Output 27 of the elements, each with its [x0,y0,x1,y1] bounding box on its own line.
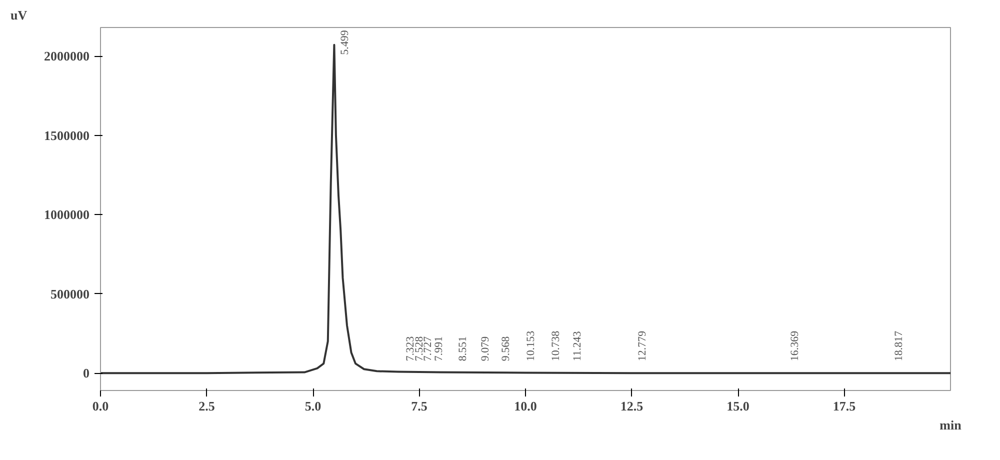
y-tick-label: 1500000 [44,128,90,143]
y-tick-label: 2000000 [44,48,90,64]
annotation: 5.499 [339,30,352,55]
x-tick-label: 7.5 [411,398,428,414]
x-tick-label: 10.0 [514,398,537,414]
annotation: 10.153 [525,330,538,362]
x-tick-label: 12.5 [620,398,644,414]
y-tick-label: 500000 [50,286,90,302]
annotation: 9.568 [500,336,512,362]
y-axis-title: uV [10,8,28,22]
annotation: 8.551 [456,336,469,362]
x-tick-label: 0.0 [92,398,109,414]
annotation: 16.369 [789,330,802,362]
x-tick-label: 15.0 [726,398,750,414]
annotation: 9.079 [479,336,492,362]
x-tick-label: 17.5 [832,398,856,414]
annotation: 7.727 [422,336,434,362]
annotation: 18.817 [893,330,906,362]
y-tick-label: 0 [83,366,90,381]
annotation: 11.243 [571,330,584,362]
x-axis-title: min [940,418,962,432]
annotation: 10.738 [550,330,562,362]
x-tick-label: 5.0 [304,398,322,414]
y-tick-label: 1000000 [44,207,90,222]
annotation: 12.779 [636,330,649,362]
annotation: 7.991 [433,336,446,362]
x-tick-label: 2.5 [198,398,216,414]
